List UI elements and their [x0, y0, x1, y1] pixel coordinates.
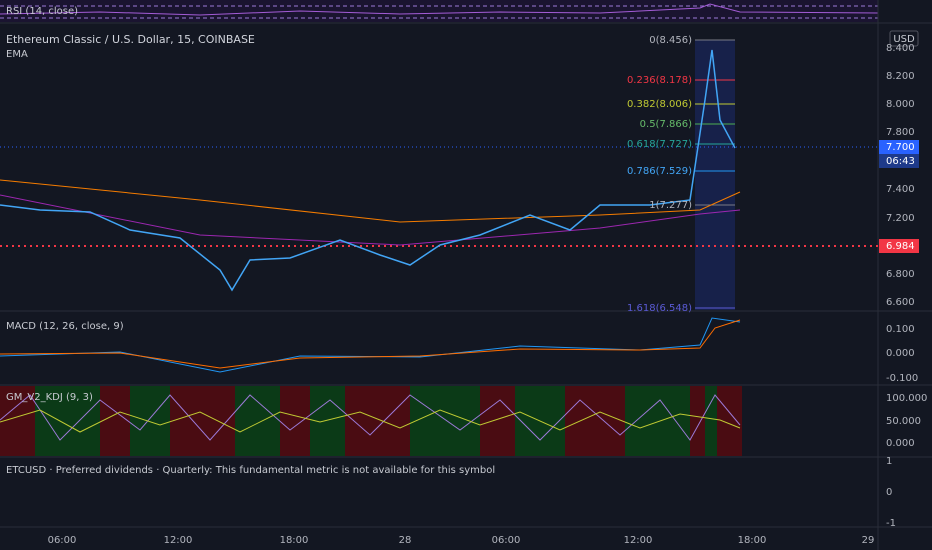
study-label: EMA — [6, 49, 28, 60]
price-tick-label: 7.800 — [886, 127, 915, 138]
price-tick-label: 6.800 — [886, 269, 915, 280]
indicator-axes: 0.100 0.000 -0.100 100.000 50.000 0.000 1 0 -1 — [886, 324, 927, 529]
countdown: 06:43 — [886, 156, 915, 167]
currency-box — [889, 30, 919, 47]
time-tick-label: 29 — [862, 535, 875, 546]
rsi-label: RSI (14, close) — [6, 6, 78, 17]
kdj-band — [690, 386, 705, 456]
line-price-box — [879, 239, 919, 253]
kdj-band — [130, 386, 170, 456]
kdj-band — [345, 386, 410, 456]
indicator-tick-label: 0 — [886, 487, 892, 498]
macd-line — [0, 317, 741, 373]
fib-label: 0.786(7.529) — [627, 166, 692, 177]
kdj-band — [235, 386, 280, 456]
kdj-line — [0, 409, 741, 433]
indicator-tick-label: 0.000 — [886, 348, 915, 359]
kdj-band — [280, 386, 310, 456]
indicator-tick-label: 0.000 — [886, 438, 915, 449]
fib-label: 1(7.277) — [649, 200, 692, 211]
last-price-box — [879, 140, 919, 154]
currency: USD — [893, 34, 915, 45]
time-tick-label: 12:00 — [624, 535, 653, 546]
fib-label: 0.382(8.006) — [627, 99, 692, 110]
indicator-tick-label: 1 — [886, 456, 892, 467]
indicator-tick-label: -0.100 — [886, 373, 918, 384]
price-tick-label: 8.000 — [886, 99, 915, 110]
indicator-tick-label: 50.000 — [886, 416, 921, 427]
last-price: 7.700 — [886, 142, 915, 153]
fib-lines — [695, 39, 735, 309]
indicator-tick-label: 100.000 — [886, 393, 927, 404]
kdj-band — [717, 386, 742, 456]
price-tick-label: 7.200 — [886, 213, 915, 224]
fib-label: 0.236(8.178) — [627, 75, 692, 86]
time-tick-label: 18:00 — [738, 535, 767, 546]
fib-label: 0.5(7.866) — [640, 119, 692, 130]
price-axis: 8.400 8.200 8.000 7.800 7.400 7.200 6.800 6.600 — [886, 43, 915, 308]
time-tick-label: 06:00 — [48, 535, 77, 546]
line-price: 6.984 — [886, 241, 915, 252]
kdj-line — [0, 394, 741, 441]
time-axis: 06:00 12:00 18:00 28 06:00 12:00 18:00 29 — [48, 535, 875, 546]
signal-line — [0, 319, 741, 369]
price-line — [0, 49, 736, 292]
price-tick-label: 6.600 — [886, 297, 915, 308]
indicator-tick-label: -1 — [886, 518, 896, 529]
ema-line — [0, 179, 741, 223]
price-tick-label: 8.200 — [886, 71, 915, 82]
time-tick-label: 06:00 — [492, 535, 521, 546]
kdj-band — [625, 386, 690, 456]
ema-line — [0, 194, 741, 246]
macd-label: MACD (12, 26, close, 9) — [6, 321, 124, 332]
rsi-line — [0, 3, 879, 16]
time-tick-label: 18:00 — [280, 535, 309, 546]
time-tick-label: 28 — [399, 535, 412, 546]
kdj-label: GM_V2_KDJ (9, 3) — [6, 392, 93, 403]
time-tick-label: 12:00 — [164, 535, 193, 546]
kdj-band — [35, 386, 100, 456]
kdj-band — [480, 386, 515, 456]
fib-labels: 0(8.456) 0.236(8.178) 0.382(8.006) 0.5(7.86… — [627, 35, 692, 314]
indicator-tick-label: 0.100 — [886, 324, 915, 335]
price-tick-label: 7.400 — [886, 184, 915, 195]
rsi-panel — [0, 0, 878, 22]
kdj-bands — [0, 386, 742, 456]
fib-label: 1.618(6.548) — [627, 303, 692, 314]
kdj-band — [0, 386, 35, 456]
kdj-band — [565, 386, 625, 456]
fib-region — [695, 40, 735, 310]
symbol-title: Ethereum Classic / U.S. Dollar, 15, COIN… — [6, 33, 255, 46]
fib-label: 0(8.456) — [649, 35, 692, 46]
kdj-band — [100, 386, 130, 456]
kdj-band — [705, 386, 717, 456]
fundamental-label: ETCUSD · Preferred dividends · Quarterly… — [6, 465, 495, 476]
price-tick-label: 8.400 — [886, 43, 915, 54]
countdown-box — [879, 154, 919, 168]
fib-label: 0.618(7.727) — [627, 139, 692, 150]
kdj-band — [170, 386, 235, 456]
